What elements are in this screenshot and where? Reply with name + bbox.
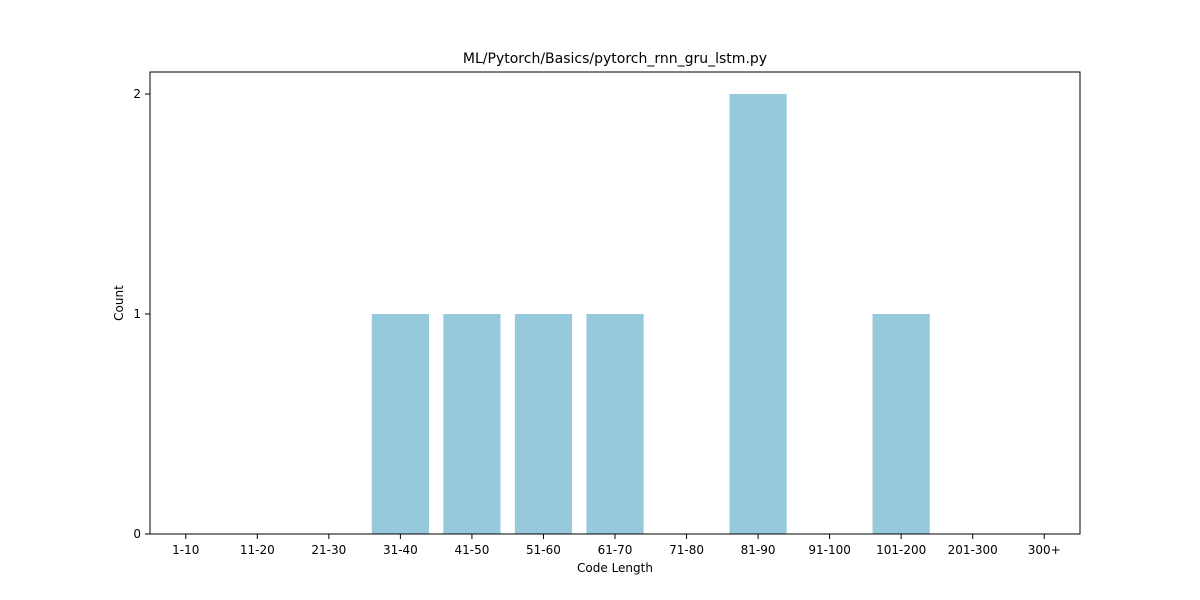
x-tick-label: 61-70: [598, 543, 633, 557]
x-tick-label: 41-50: [454, 543, 489, 557]
x-tick-label: 11-20: [240, 543, 275, 557]
bar-51-60: [514, 314, 573, 534]
x-tick-label: 201-300: [948, 543, 998, 557]
x-tick-label: 101-200: [876, 543, 926, 557]
x-tick-label: 300+: [1028, 543, 1061, 557]
bars-group: [371, 94, 930, 534]
x-tick-label: 91-100: [808, 543, 851, 557]
x-axis-label: Code Length: [577, 561, 653, 575]
chart-title: ML/Pytorch/Basics/pytorch_rnn_gru_lstm.p…: [463, 51, 767, 67]
bar-101-200: [872, 314, 930, 534]
y-axis-label: Count: [112, 285, 126, 321]
y-tick-label: 0: [133, 527, 141, 541]
x-tick-label: 21-30: [311, 543, 346, 557]
x-tick-label: 51-60: [526, 543, 561, 557]
y-axis: 0 1 2: [133, 87, 150, 541]
bar-81-90: [729, 94, 787, 534]
x-tick-label: 1-10: [172, 543, 199, 557]
x-tick-label: 31-40: [383, 543, 418, 557]
y-tick-label: 1: [133, 307, 141, 321]
bar-61-70: [586, 314, 644, 534]
x-tick-label: 71-80: [669, 543, 704, 557]
x-axis: 1-10 11-20 21-30 31-40 41-50 51-60 61-70 71-80 8…: [172, 534, 1061, 557]
x-tick-label: 81-90: [741, 543, 776, 557]
bar-31-40: [371, 314, 429, 534]
y-tick-label: 2: [133, 87, 141, 101]
bar-41-50: [443, 314, 501, 534]
